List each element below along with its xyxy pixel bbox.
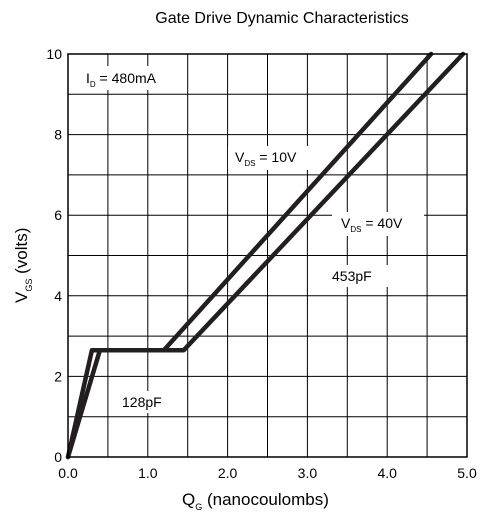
plot-frame	[67, 53, 468, 458]
annotation-128pf-bg	[118, 391, 178, 413]
x-tick-label: 3.0	[298, 465, 318, 481]
y-tick-labels: 0 2 4 6 8 10	[46, 46, 62, 465]
y-tick-label: 0	[54, 449, 62, 465]
annotation-id: ID = 480mA	[86, 70, 157, 89]
y-tick-label: 6	[54, 207, 62, 223]
x-tick-labels: 0.0 1.0 2.0 3.0 4.0 5.0	[58, 465, 477, 481]
y-tick-label: 10	[46, 46, 62, 62]
x-tick-label: 5.0	[457, 465, 477, 481]
y-tick-label: 2	[54, 368, 62, 384]
annotation-vds10-bg	[228, 146, 318, 170]
annotation-id-bg	[76, 66, 184, 90]
grid	[68, 54, 467, 457]
annotation-128pf: 128pF	[122, 394, 162, 410]
annotation-453pf-bg	[328, 265, 388, 287]
annotation-vds40-bg	[332, 212, 424, 236]
x-tick-label: 2.0	[218, 465, 238, 481]
x-tick-label: 4.0	[377, 465, 397, 481]
y-tick-label: 4	[54, 288, 62, 304]
y-axis-label: VGS (volts)	[12, 228, 34, 303]
x-tick-label: 1.0	[138, 465, 158, 481]
annotation-vds40: VDS = 40V	[341, 215, 403, 234]
x-tick-label: 0.0	[58, 465, 78, 481]
y-tick-label: 8	[54, 127, 62, 143]
annotation-vds10: VDS = 10V	[235, 149, 297, 168]
annotation-453pf: 453pF	[332, 268, 372, 284]
series-lines	[65, 51, 466, 460]
chart-title: Gate Drive Dynamic Characteristics	[155, 10, 408, 27]
series-line-vds-40v	[65, 51, 466, 460]
x-axis-label: QG (nanocoulombs)	[182, 490, 329, 512]
